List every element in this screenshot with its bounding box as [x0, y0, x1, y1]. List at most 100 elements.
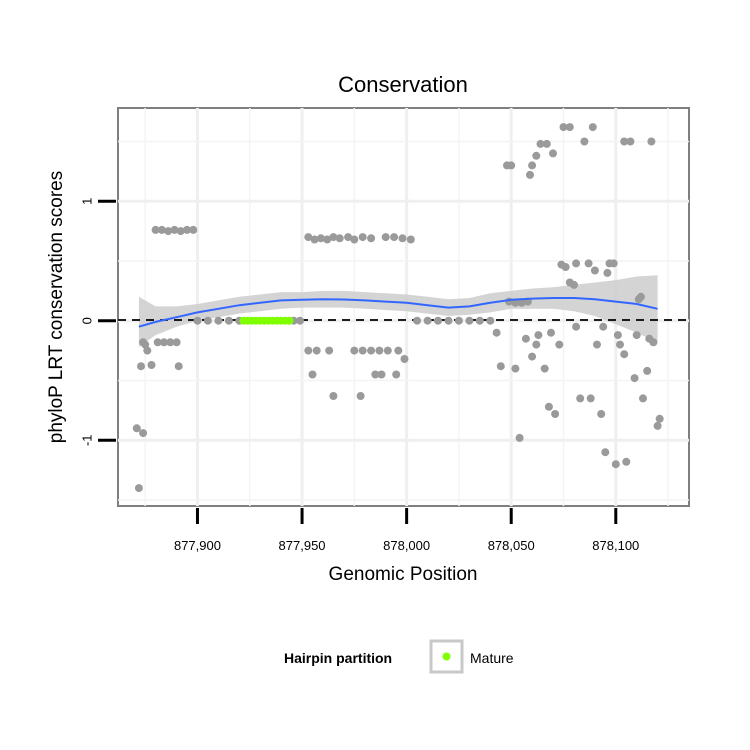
- data-point-other: [157, 225, 166, 234]
- data-point-other: [375, 346, 384, 355]
- data-point-other: [572, 322, 581, 331]
- data-point-other: [143, 346, 152, 355]
- data-point-other: [325, 346, 334, 355]
- data-point-other: [413, 316, 422, 325]
- y-axis-label: phyloP LRT conservation scores: [46, 171, 67, 444]
- data-point-other: [532, 340, 541, 349]
- data-point-other: [565, 123, 574, 132]
- data-point-other: [511, 298, 520, 307]
- data-point-other: [555, 340, 564, 349]
- data-point-other: [492, 328, 501, 337]
- data-point-other: [572, 259, 581, 268]
- data-point-other: [507, 161, 516, 170]
- data-point-other: [392, 370, 401, 379]
- y-tick-label: 0: [79, 317, 94, 324]
- data-point-other: [639, 394, 647, 403]
- data-point-other: [400, 355, 409, 363]
- data-point-other: [517, 298, 526, 307]
- data-point-other: [630, 374, 639, 383]
- data-point-other: [356, 392, 365, 400]
- data-point-other: [601, 448, 610, 457]
- data-point-other: [174, 362, 183, 371]
- x-axis-label: Genomic Position: [329, 564, 478, 585]
- data-point-other: [176, 227, 185, 236]
- data-point-other: [304, 346, 313, 355]
- data-point-other: [406, 235, 415, 244]
- data-point-other: [586, 394, 595, 403]
- data-point-other: [344, 233, 353, 242]
- data-point-other: [540, 364, 549, 373]
- data-point-other: [486, 316, 495, 325]
- data-point-other: [134, 484, 143, 493]
- legend-mature-label: Mature: [470, 650, 514, 666]
- data-point-other: [620, 137, 629, 146]
- data-point-other: [224, 316, 233, 325]
- data-point-other: [310, 235, 319, 244]
- y-tick-label: -1: [79, 434, 94, 446]
- data-point-other: [551, 410, 560, 418]
- data-point-other: [655, 414, 664, 423]
- data-point-other: [603, 268, 612, 277]
- data-point-other: [597, 410, 606, 418]
- data-point-other: [588, 123, 597, 132]
- data-point-other: [160, 338, 168, 347]
- data-point-other: [444, 316, 453, 325]
- data-point-other: [521, 334, 530, 343]
- data-point-other: [367, 346, 376, 355]
- data-point-other: [367, 234, 376, 243]
- data-point-other: [599, 322, 608, 331]
- legend: Hairpin partition Mature: [284, 639, 514, 674]
- data-point-other: [164, 227, 173, 236]
- data-point-other: [636, 292, 645, 301]
- data-point-other: [434, 316, 442, 325]
- data-point-other: [358, 346, 367, 355]
- data-point-other: [371, 370, 380, 379]
- data-point-other: [170, 225, 179, 234]
- data-point-other: [312, 346, 321, 355]
- data-point-other: [528, 352, 537, 361]
- data-point-other: [350, 346, 359, 355]
- y-axis: -1 0 1: [79, 198, 116, 446]
- data-point-other: [172, 338, 181, 347]
- data-point-other: [329, 392, 338, 400]
- data-point-other: [613, 331, 622, 340]
- data-point-mature: [285, 316, 294, 325]
- data-point-other: [653, 421, 662, 430]
- data-point-other: [132, 424, 141, 433]
- data-point-other: [358, 233, 367, 242]
- data-point-other: [296, 316, 304, 325]
- data-point-other: [647, 137, 656, 146]
- data-point-other: [203, 316, 212, 325]
- smooth-line-layer: [138, 297, 658, 328]
- data-point-other: [147, 361, 156, 369]
- data-point-other: [350, 235, 359, 244]
- x-tick-label: 877,950: [279, 538, 326, 553]
- data-point-other: [153, 338, 162, 347]
- data-point-other: [547, 328, 555, 337]
- x-axis: 877,900 877,950 878,000 878,050 878,100: [174, 508, 639, 553]
- data-point-other: [593, 340, 601, 349]
- data-point-other: [649, 338, 658, 347]
- confidence-band: [138, 275, 658, 347]
- data-point-other: [584, 259, 593, 268]
- data-point-other: [151, 225, 160, 234]
- data-point-other: [166, 338, 175, 347]
- y-tick-label: 1: [79, 198, 94, 205]
- data-point-other: [304, 233, 313, 242]
- data-point-other: [626, 137, 635, 146]
- data-point-other: [532, 151, 541, 160]
- data-point-other: [549, 149, 557, 158]
- data-point-other: [316, 234, 325, 243]
- x-tick-label: 878,050: [488, 538, 535, 553]
- data-point-other: [616, 340, 624, 349]
- data-point-other: [590, 266, 599, 275]
- data-point-other: [193, 316, 202, 325]
- legend-mature-dot: [442, 652, 451, 661]
- data-point-other: [609, 259, 618, 268]
- data-point-other: [308, 370, 317, 379]
- data-point-other: [632, 331, 641, 340]
- data-point-other: [381, 233, 390, 242]
- data-point-other: [137, 362, 145, 371]
- x-tick-label: 878,000: [383, 538, 430, 553]
- data-point-other: [526, 170, 534, 179]
